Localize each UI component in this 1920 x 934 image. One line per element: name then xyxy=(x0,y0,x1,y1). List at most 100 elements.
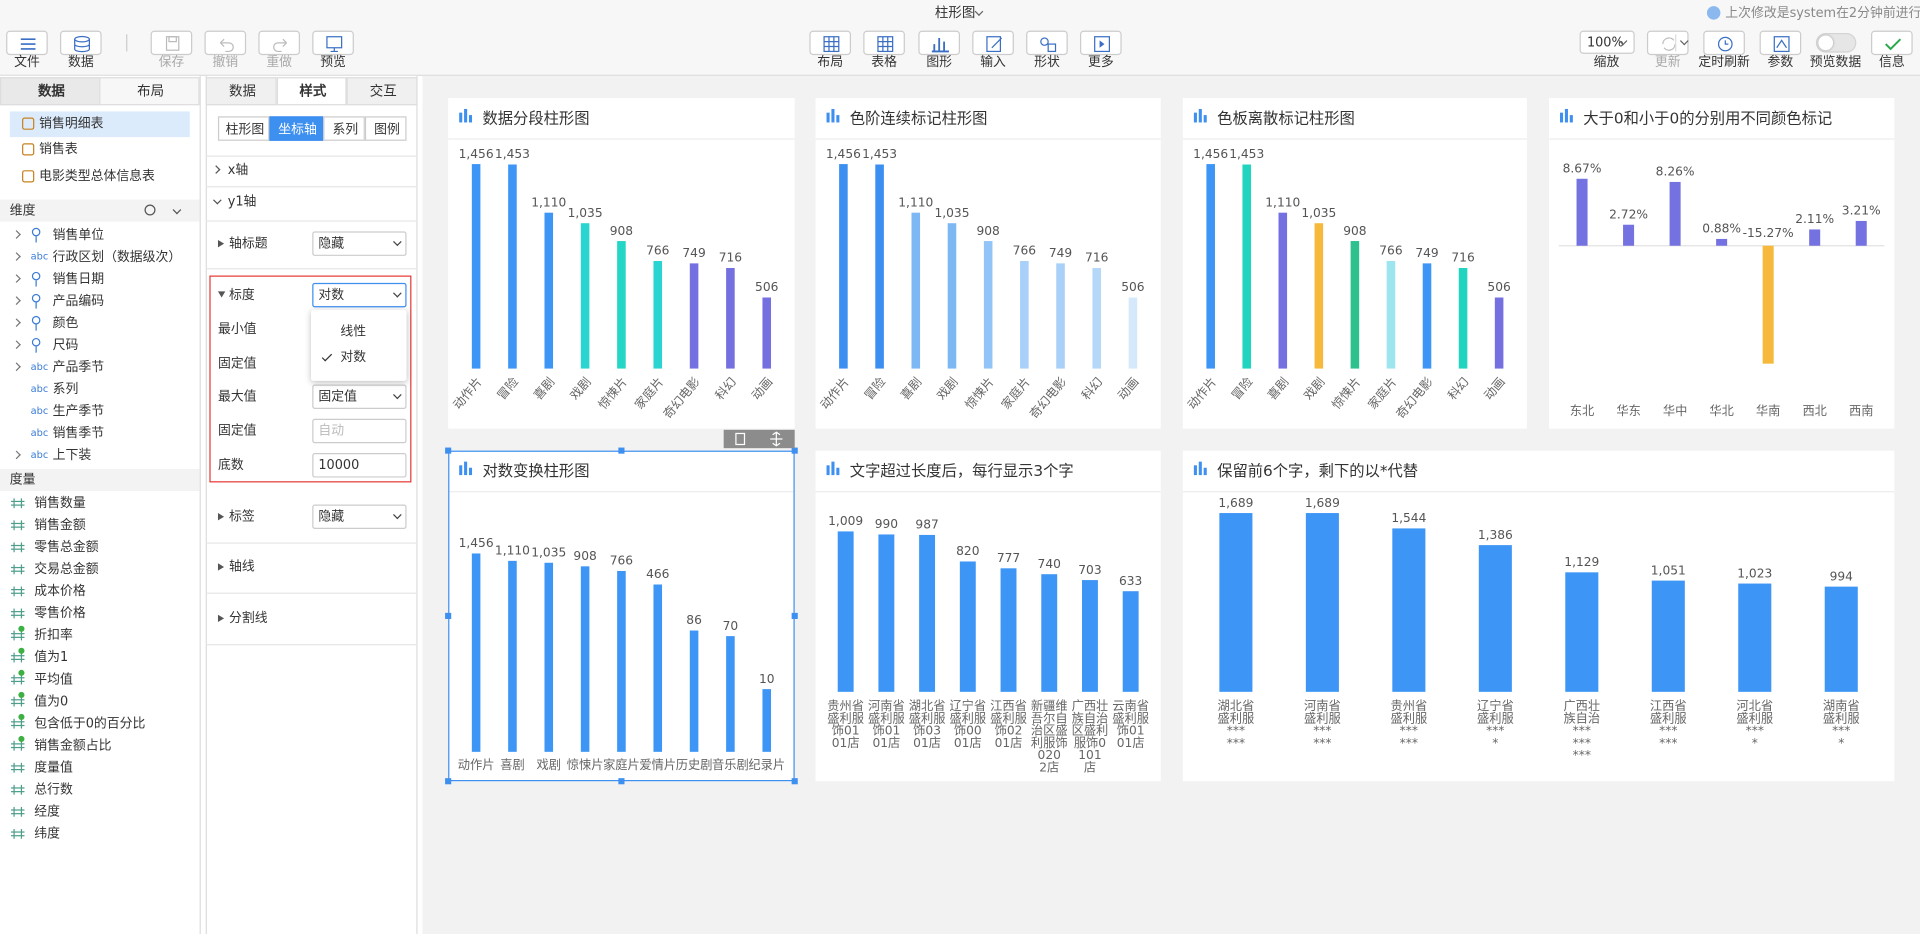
bar[interactable] xyxy=(689,263,699,369)
dimension-item[interactable]: 销售季节 xyxy=(52,426,105,441)
resize-handle[interactable] xyxy=(791,447,798,454)
tool-button[interactable] xyxy=(1080,30,1122,56)
page-title[interactable]: 柱形图 xyxy=(934,4,976,21)
dimension-item[interactable]: 生产季节 xyxy=(52,404,105,419)
bar[interactable] xyxy=(1386,260,1396,369)
bar[interactable] xyxy=(1716,238,1728,246)
bar[interactable] xyxy=(1565,572,1599,692)
zoom-select[interactable]: 100% xyxy=(1579,30,1635,54)
measure-item[interactable]: 零售价格 xyxy=(34,606,86,621)
resize-handle[interactable] xyxy=(618,447,625,454)
dimension-item[interactable]: 上下装 xyxy=(52,448,92,463)
table-name[interactable]: 销售明细表 xyxy=(39,116,104,132)
bar[interactable] xyxy=(689,630,699,752)
bar[interactable] xyxy=(1422,263,1432,369)
measure-item[interactable]: 纬度 xyxy=(34,826,60,842)
bar[interactable] xyxy=(1738,583,1772,692)
bar[interactable] xyxy=(1122,591,1139,692)
dimension-item[interactable]: 颜色 xyxy=(52,315,79,331)
dimension-item[interactable]: 尺码 xyxy=(52,337,79,353)
measure-item[interactable]: 交易总金额 xyxy=(34,562,99,577)
style-tab[interactable]: 样式 xyxy=(276,77,347,106)
measure-item[interactable]: 平均值 xyxy=(34,672,73,687)
bar[interactable] xyxy=(1809,229,1821,246)
bar[interactable] xyxy=(911,212,921,369)
tool-button[interactable] xyxy=(312,30,354,56)
resize-handle[interactable] xyxy=(791,778,798,785)
style-tab[interactable]: 数据 xyxy=(205,77,277,106)
dimension-item[interactable]: 产品季节 xyxy=(52,360,105,375)
resize-handle[interactable] xyxy=(445,612,452,619)
tool-button[interactable] xyxy=(1703,30,1745,56)
bar[interactable] xyxy=(1458,268,1468,369)
bar[interactable] xyxy=(1623,224,1635,246)
measure-item[interactable]: 销售数量 xyxy=(34,495,86,511)
bar[interactable] xyxy=(617,241,626,369)
select[interactable]: 隐藏 xyxy=(312,504,407,529)
input[interactable]: 自动 xyxy=(312,418,407,444)
dimension-item[interactable]: 销售单位 xyxy=(52,227,105,243)
bar[interactable] xyxy=(471,553,481,752)
bar[interactable] xyxy=(471,164,481,369)
bar[interactable] xyxy=(617,570,626,752)
bar[interactable] xyxy=(1314,223,1324,369)
tool-button[interactable] xyxy=(60,30,102,56)
bar[interactable] xyxy=(947,223,957,369)
tool-button[interactable] xyxy=(1871,30,1913,56)
dimension-item[interactable]: 销售日期 xyxy=(52,271,105,287)
bar[interactable] xyxy=(580,566,590,752)
measure-item[interactable]: 折扣率 xyxy=(34,628,73,643)
bar[interactable] xyxy=(983,241,993,369)
tool-button[interactable] xyxy=(6,30,48,56)
dimension-item[interactable]: 产品编码 xyxy=(52,293,105,309)
tool-button[interactable] xyxy=(918,30,960,56)
bar[interactable] xyxy=(1576,178,1588,246)
select[interactable]: 隐藏 xyxy=(312,231,407,256)
bar[interactable] xyxy=(544,212,554,369)
dropdown-option[interactable]: 线性 xyxy=(340,324,367,340)
x-axis-heading[interactable]: x轴 xyxy=(227,162,249,178)
bar[interactable] xyxy=(1128,297,1138,369)
bar[interactable] xyxy=(1824,586,1858,692)
measure-item[interactable]: 零售总金额 xyxy=(34,540,99,555)
bar[interactable] xyxy=(1278,212,1288,369)
bar[interactable] xyxy=(1020,260,1029,369)
measure-item[interactable]: 销售金额 xyxy=(34,517,86,533)
bar[interactable] xyxy=(762,689,772,752)
bar[interactable] xyxy=(1669,181,1681,246)
chart-card[interactable] xyxy=(815,450,1161,782)
bar[interactable] xyxy=(508,560,517,752)
panel-tab[interactable]: 布局 xyxy=(99,77,200,106)
bar[interactable] xyxy=(1081,580,1098,692)
bar[interactable] xyxy=(839,164,848,369)
tool-button[interactable] xyxy=(972,30,1014,56)
measure-item[interactable]: 总行数 xyxy=(34,782,73,798)
bar[interactable] xyxy=(544,562,554,752)
bar[interactable] xyxy=(1350,241,1360,369)
sub-tab[interactable]: 柱形图 xyxy=(217,116,270,141)
sub-tab[interactable]: 坐标轴 xyxy=(269,116,324,141)
delete-button[interactable] xyxy=(735,432,746,446)
bar[interactable] xyxy=(875,164,884,369)
bar[interactable] xyxy=(959,561,976,692)
bar[interactable] xyxy=(1092,268,1102,369)
bar[interactable] xyxy=(726,268,735,369)
bar[interactable] xyxy=(1392,528,1426,692)
bar[interactable] xyxy=(1855,220,1867,246)
bar[interactable] xyxy=(1478,545,1512,692)
dimension-item[interactable]: 系列 xyxy=(52,382,79,397)
style-tab[interactable]: 交互 xyxy=(346,77,418,106)
bar[interactable] xyxy=(1762,245,1774,364)
bar[interactable] xyxy=(1305,513,1339,692)
bar[interactable] xyxy=(1219,513,1253,692)
table-name[interactable]: 销售表 xyxy=(39,142,78,157)
bar[interactable] xyxy=(1242,164,1252,369)
search-icon[interactable] xyxy=(144,204,156,216)
bar[interactable] xyxy=(580,223,590,369)
bar[interactable] xyxy=(653,260,663,369)
select[interactable]: 对数 xyxy=(312,282,407,308)
dimension-item[interactable]: 行政区划（数据级次） xyxy=(52,249,182,265)
tool-button[interactable] xyxy=(863,30,905,56)
resize-handle[interactable] xyxy=(791,612,798,619)
sub-tab[interactable]: 系列 xyxy=(323,116,365,141)
